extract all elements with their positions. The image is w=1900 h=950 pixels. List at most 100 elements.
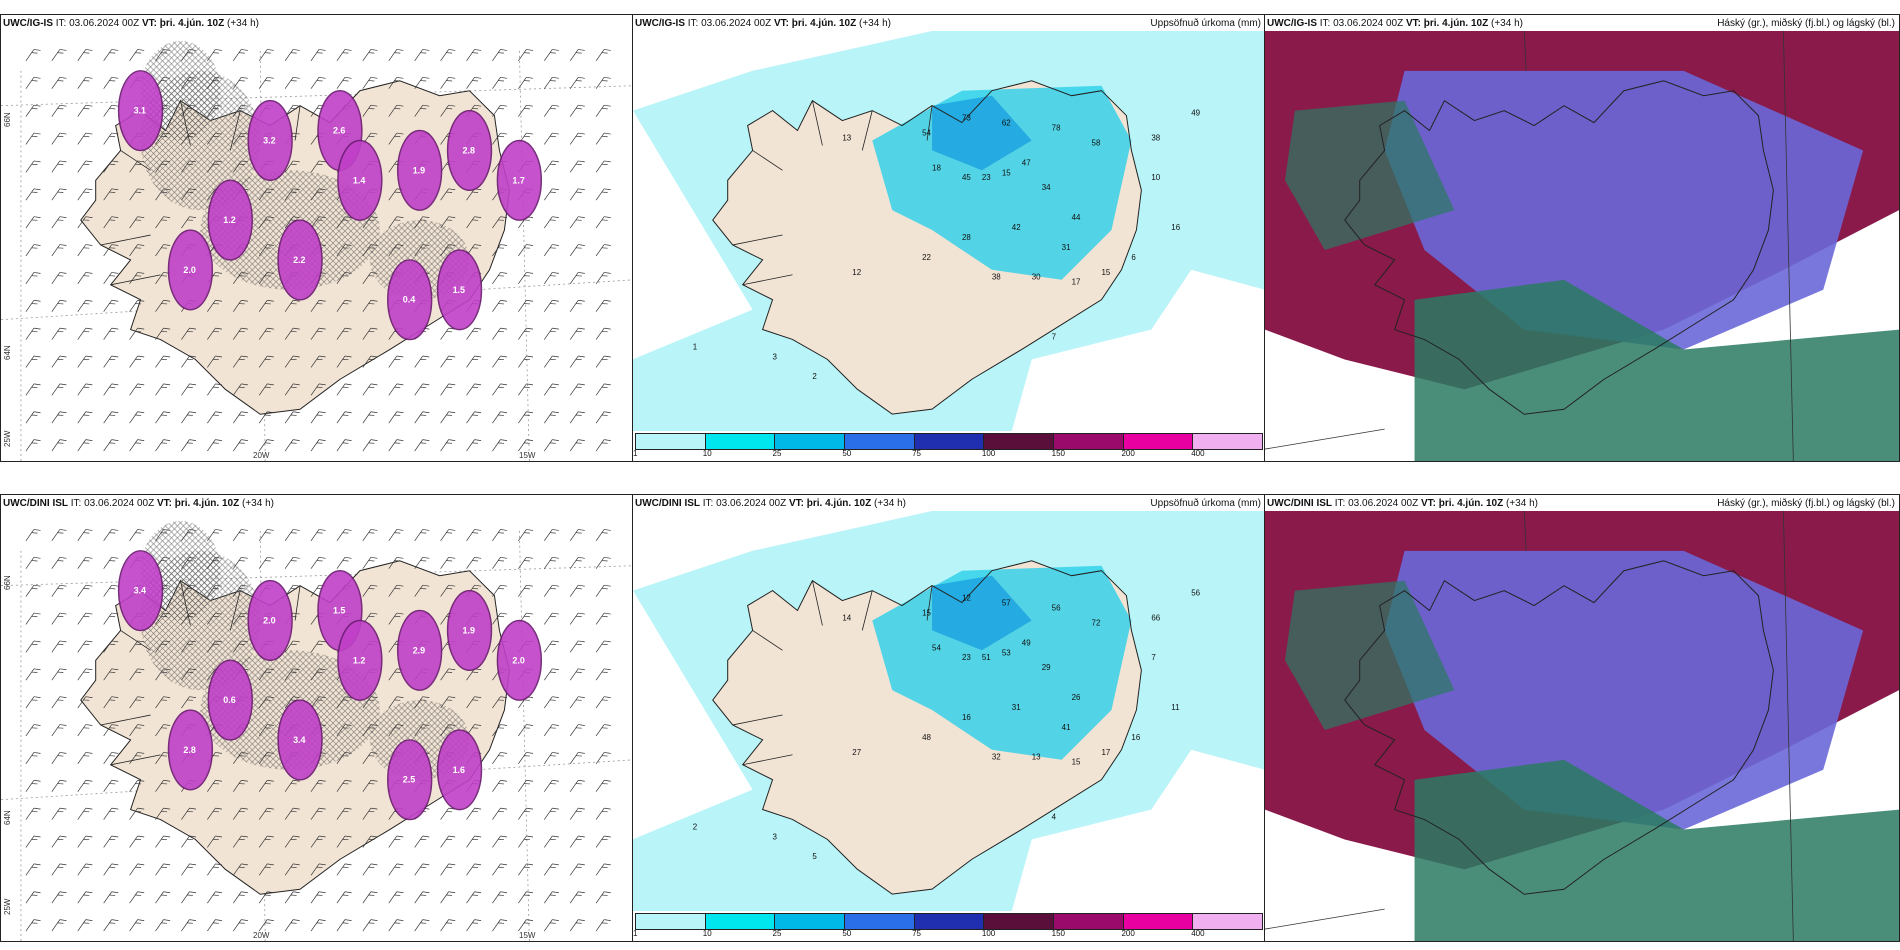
wind-barb	[569, 891, 585, 904]
wind-barb	[492, 696, 508, 709]
wind-barb	[336, 272, 352, 285]
precip-value: 14	[842, 613, 851, 622]
cloud-title: Háský (gr.), miðský (fj.bl.) og lágský (…	[1717, 498, 1895, 509]
lon-label-25: 25W	[3, 898, 12, 915]
wind-barb	[466, 76, 482, 89]
wind-barb	[77, 355, 93, 368]
wind-barb	[207, 863, 223, 876]
wind-barb	[362, 724, 378, 737]
wind-barb	[388, 244, 404, 257]
wind-barb	[569, 383, 585, 396]
legend-label: 10	[702, 929, 712, 938]
wind-barb	[569, 355, 585, 368]
wind-barb	[569, 49, 585, 62]
wind-barb	[569, 132, 585, 145]
wind-barb	[543, 383, 559, 396]
panel-header: UWC/DINI ISL IT: 03.06.2024 00Z VT: þri.…	[1267, 498, 1538, 509]
precip-value: 16	[962, 713, 971, 722]
wind-barb	[181, 863, 197, 876]
wind-barb	[232, 132, 248, 145]
panel-header: UWC/IG-IS IT: 03.06.2024 00Z VT: þri. 4.…	[1267, 18, 1523, 29]
precip-value: 4	[1052, 812, 1057, 821]
wind-barb	[492, 327, 508, 340]
precip-blob	[496, 139, 543, 221]
wind-barb	[388, 612, 404, 625]
lon-gridline	[518, 50, 530, 461]
wind-barb	[207, 807, 223, 820]
wind-barb	[518, 355, 534, 368]
wind-barb	[129, 919, 145, 932]
wind-barb	[25, 779, 41, 792]
wind-barb	[595, 327, 611, 340]
wind-barb	[492, 612, 508, 625]
wind-barb	[466, 216, 482, 229]
wind-barb	[232, 272, 248, 285]
precip-value: 6	[1131, 253, 1136, 262]
wind-barb	[310, 556, 326, 569]
wind-barb	[129, 807, 145, 820]
wind-barb	[362, 556, 378, 569]
precip-value: 28	[962, 233, 971, 242]
precip-value: 54	[922, 128, 931, 137]
wind-barb	[25, 188, 41, 201]
wind-barb	[414, 529, 430, 542]
wind-barb	[440, 919, 456, 932]
precip-blob	[337, 139, 383, 221]
legend-label: 400	[1191, 449, 1205, 458]
wind-barb	[310, 807, 326, 820]
precip-value: 73	[962, 114, 971, 123]
wind-barb	[440, 49, 456, 62]
wind-barb	[77, 244, 93, 257]
precip-value: 2.0	[263, 615, 275, 625]
lat-label-66: 66N	[3, 112, 12, 127]
wind-barb	[103, 891, 119, 904]
high-cloud-area	[1384, 70, 1864, 350]
wind-barb	[414, 863, 430, 876]
wind-barb	[51, 327, 67, 340]
wind-barb	[284, 299, 300, 312]
wind-barb	[569, 529, 585, 542]
wind-barb	[103, 160, 119, 173]
wind-barb	[310, 835, 326, 848]
wind-map: 3.4 2.0 1.5 2.9 1.9 0.6 3.4 2.5 1.2 2.0 2.8 1.6	[1, 511, 633, 941]
precip-value: 1.9	[413, 165, 425, 175]
precip-value: 57	[1002, 599, 1011, 608]
wind-barb	[595, 104, 611, 117]
wind-barb	[103, 807, 119, 820]
wind-barb	[77, 807, 93, 820]
wind-barb	[77, 640, 93, 653]
wind-barb	[181, 556, 197, 569]
wind-barb	[492, 299, 508, 312]
wind-barb	[569, 863, 585, 876]
wind-barb	[258, 49, 274, 62]
wind-barb	[129, 327, 145, 340]
wind-barb	[569, 104, 585, 117]
wind-barb	[466, 439, 482, 452]
precip-value: 45	[962, 173, 971, 182]
wind-barb	[336, 327, 352, 340]
wind-barb	[518, 272, 534, 285]
wind-barb	[103, 299, 119, 312]
precip-value: 26	[1072, 693, 1081, 702]
wind-barb	[25, 299, 41, 312]
wind-barb	[414, 355, 430, 368]
wind-barb	[103, 752, 119, 765]
precip-blob	[496, 619, 543, 701]
lat-label-66: 66N	[3, 575, 12, 590]
wind-barb	[336, 355, 352, 368]
precip-value: 49	[1022, 638, 1031, 647]
precip-value: 1.2	[353, 655, 365, 665]
precip-value: 3.4	[134, 586, 146, 596]
precip-value: 15	[1072, 758, 1081, 767]
wind-barb	[362, 216, 378, 229]
wind-barb	[103, 439, 119, 452]
wind-barb	[258, 76, 274, 89]
legend-label: 75	[912, 929, 922, 938]
wind-barb	[518, 807, 534, 820]
precip-value: 38	[992, 273, 1001, 282]
wind-barb	[155, 779, 171, 792]
precip-value: 5	[812, 852, 817, 861]
wind-barb	[388, 439, 404, 452]
wind-barb	[232, 104, 248, 117]
legend-bar	[635, 913, 1263, 930]
